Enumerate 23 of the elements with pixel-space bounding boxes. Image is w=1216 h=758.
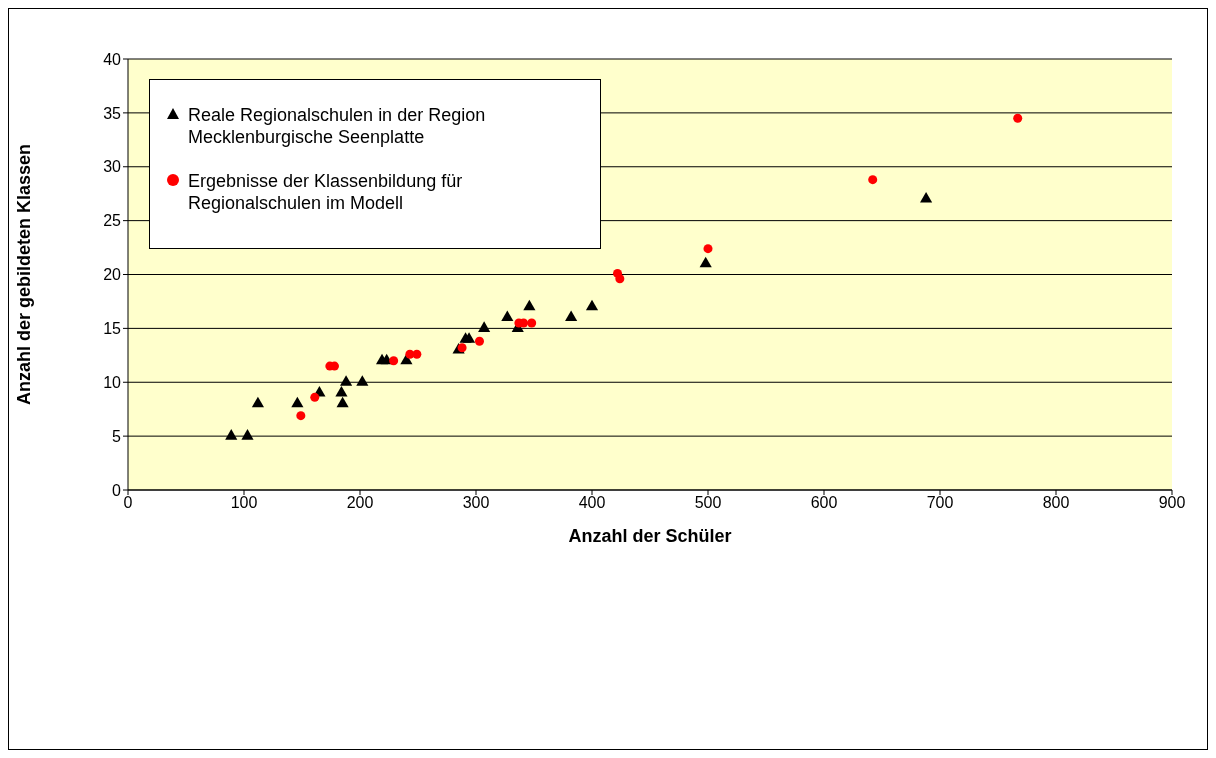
y-tick-label: 5 (112, 427, 122, 445)
x-tick-label: 300 (462, 494, 490, 512)
y-tick-label: 0 (112, 481, 122, 499)
x-tick-label: 0 (123, 494, 133, 512)
x-tick-label: 900 (1158, 494, 1186, 512)
y-axis-title: Anzahl der gebildeten Klassen (14, 143, 35, 406)
legend-label: Ergebnisse der Klassenbildung für Regionalschulen im Modell (188, 170, 464, 214)
x-tick-label: 500 (694, 494, 722, 512)
y-tick-label: 20 (103, 266, 122, 284)
x-tick-label: 400 (578, 494, 606, 512)
y-tick-label: 25 (103, 212, 122, 230)
y-tick-label: 40 (103, 50, 122, 68)
y-tick-label: 30 (103, 158, 122, 176)
y-tick-label: 15 (103, 320, 122, 338)
y-tick-label: 10 (103, 373, 122, 391)
x-tick-label: 100 (230, 494, 258, 512)
y-tick-label: 35 (103, 104, 122, 122)
x-tick-label: 800 (1042, 494, 1070, 512)
x-tick-label: 200 (346, 494, 374, 512)
x-tick-label: 600 (810, 494, 838, 512)
x-axis-title: Anzahl der Schüler (568, 526, 732, 546)
legend-label: Reale Regionalschulen in der Region Mecklenburgische Seenplatte (188, 104, 487, 148)
x-tick-label: 700 (926, 494, 954, 512)
